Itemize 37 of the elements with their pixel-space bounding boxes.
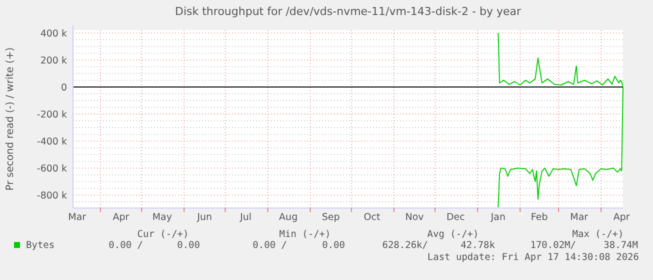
x-tick-label: Nov [405, 212, 424, 223]
x-tick-label: Apr [613, 212, 630, 223]
y-tick-label: -800 k [36, 190, 68, 202]
y-tick-label: -400 k [36, 136, 68, 148]
y-axis-title: Pr second read (-) / write (+) [5, 47, 16, 191]
x-tick-label: Aug [279, 212, 298, 223]
x-tick-label: Sep [322, 212, 340, 223]
x-tick-label: Feb [530, 212, 548, 223]
text: 0.00 [177, 240, 200, 251]
y-tick-label: 0 [60, 82, 67, 94]
x-tick-label: Mar [68, 212, 86, 223]
y-tick-label: 400 k [40, 28, 68, 40]
x-tick-label: Oct [364, 212, 380, 223]
x-tick-label: May [152, 212, 172, 223]
x-tick-label: Jun [196, 212, 212, 223]
text: 170.02M/ [530, 240, 576, 251]
x-tick-label: Jan [490, 212, 506, 223]
x-tick-label: Mar [570, 212, 588, 223]
text: 38.74M [604, 240, 638, 251]
y-tick-label: -600 k [36, 164, 68, 175]
x-tick-label: Jul [239, 212, 252, 223]
text: 0.00 [322, 240, 346, 251]
text: 0.00 / [108, 240, 143, 251]
y-tick-label: -200 k [36, 110, 68, 121]
x-tick-label: Apr [112, 212, 130, 223]
text: Min (-/+) [279, 229, 331, 240]
x-tick-label: Dec [446, 212, 465, 223]
text: 42.78k [460, 240, 496, 251]
text: 628.26k/ [382, 240, 428, 251]
chart-title: Disk throughput for /dev/vds-nvme-11/vm-143-disk-2 - by year [175, 5, 522, 18]
text: 0.00 / [252, 240, 287, 251]
y-tick-label: 200 k [40, 56, 68, 67]
legend-label: Bytes [26, 240, 55, 251]
text: Avg (-/+) [427, 229, 479, 240]
text: Last update: Fri Apr 17 14:30:08 2026 [427, 252, 640, 263]
text: Max (-/+) [572, 229, 624, 240]
text: Cur (-/+) [137, 229, 189, 240]
